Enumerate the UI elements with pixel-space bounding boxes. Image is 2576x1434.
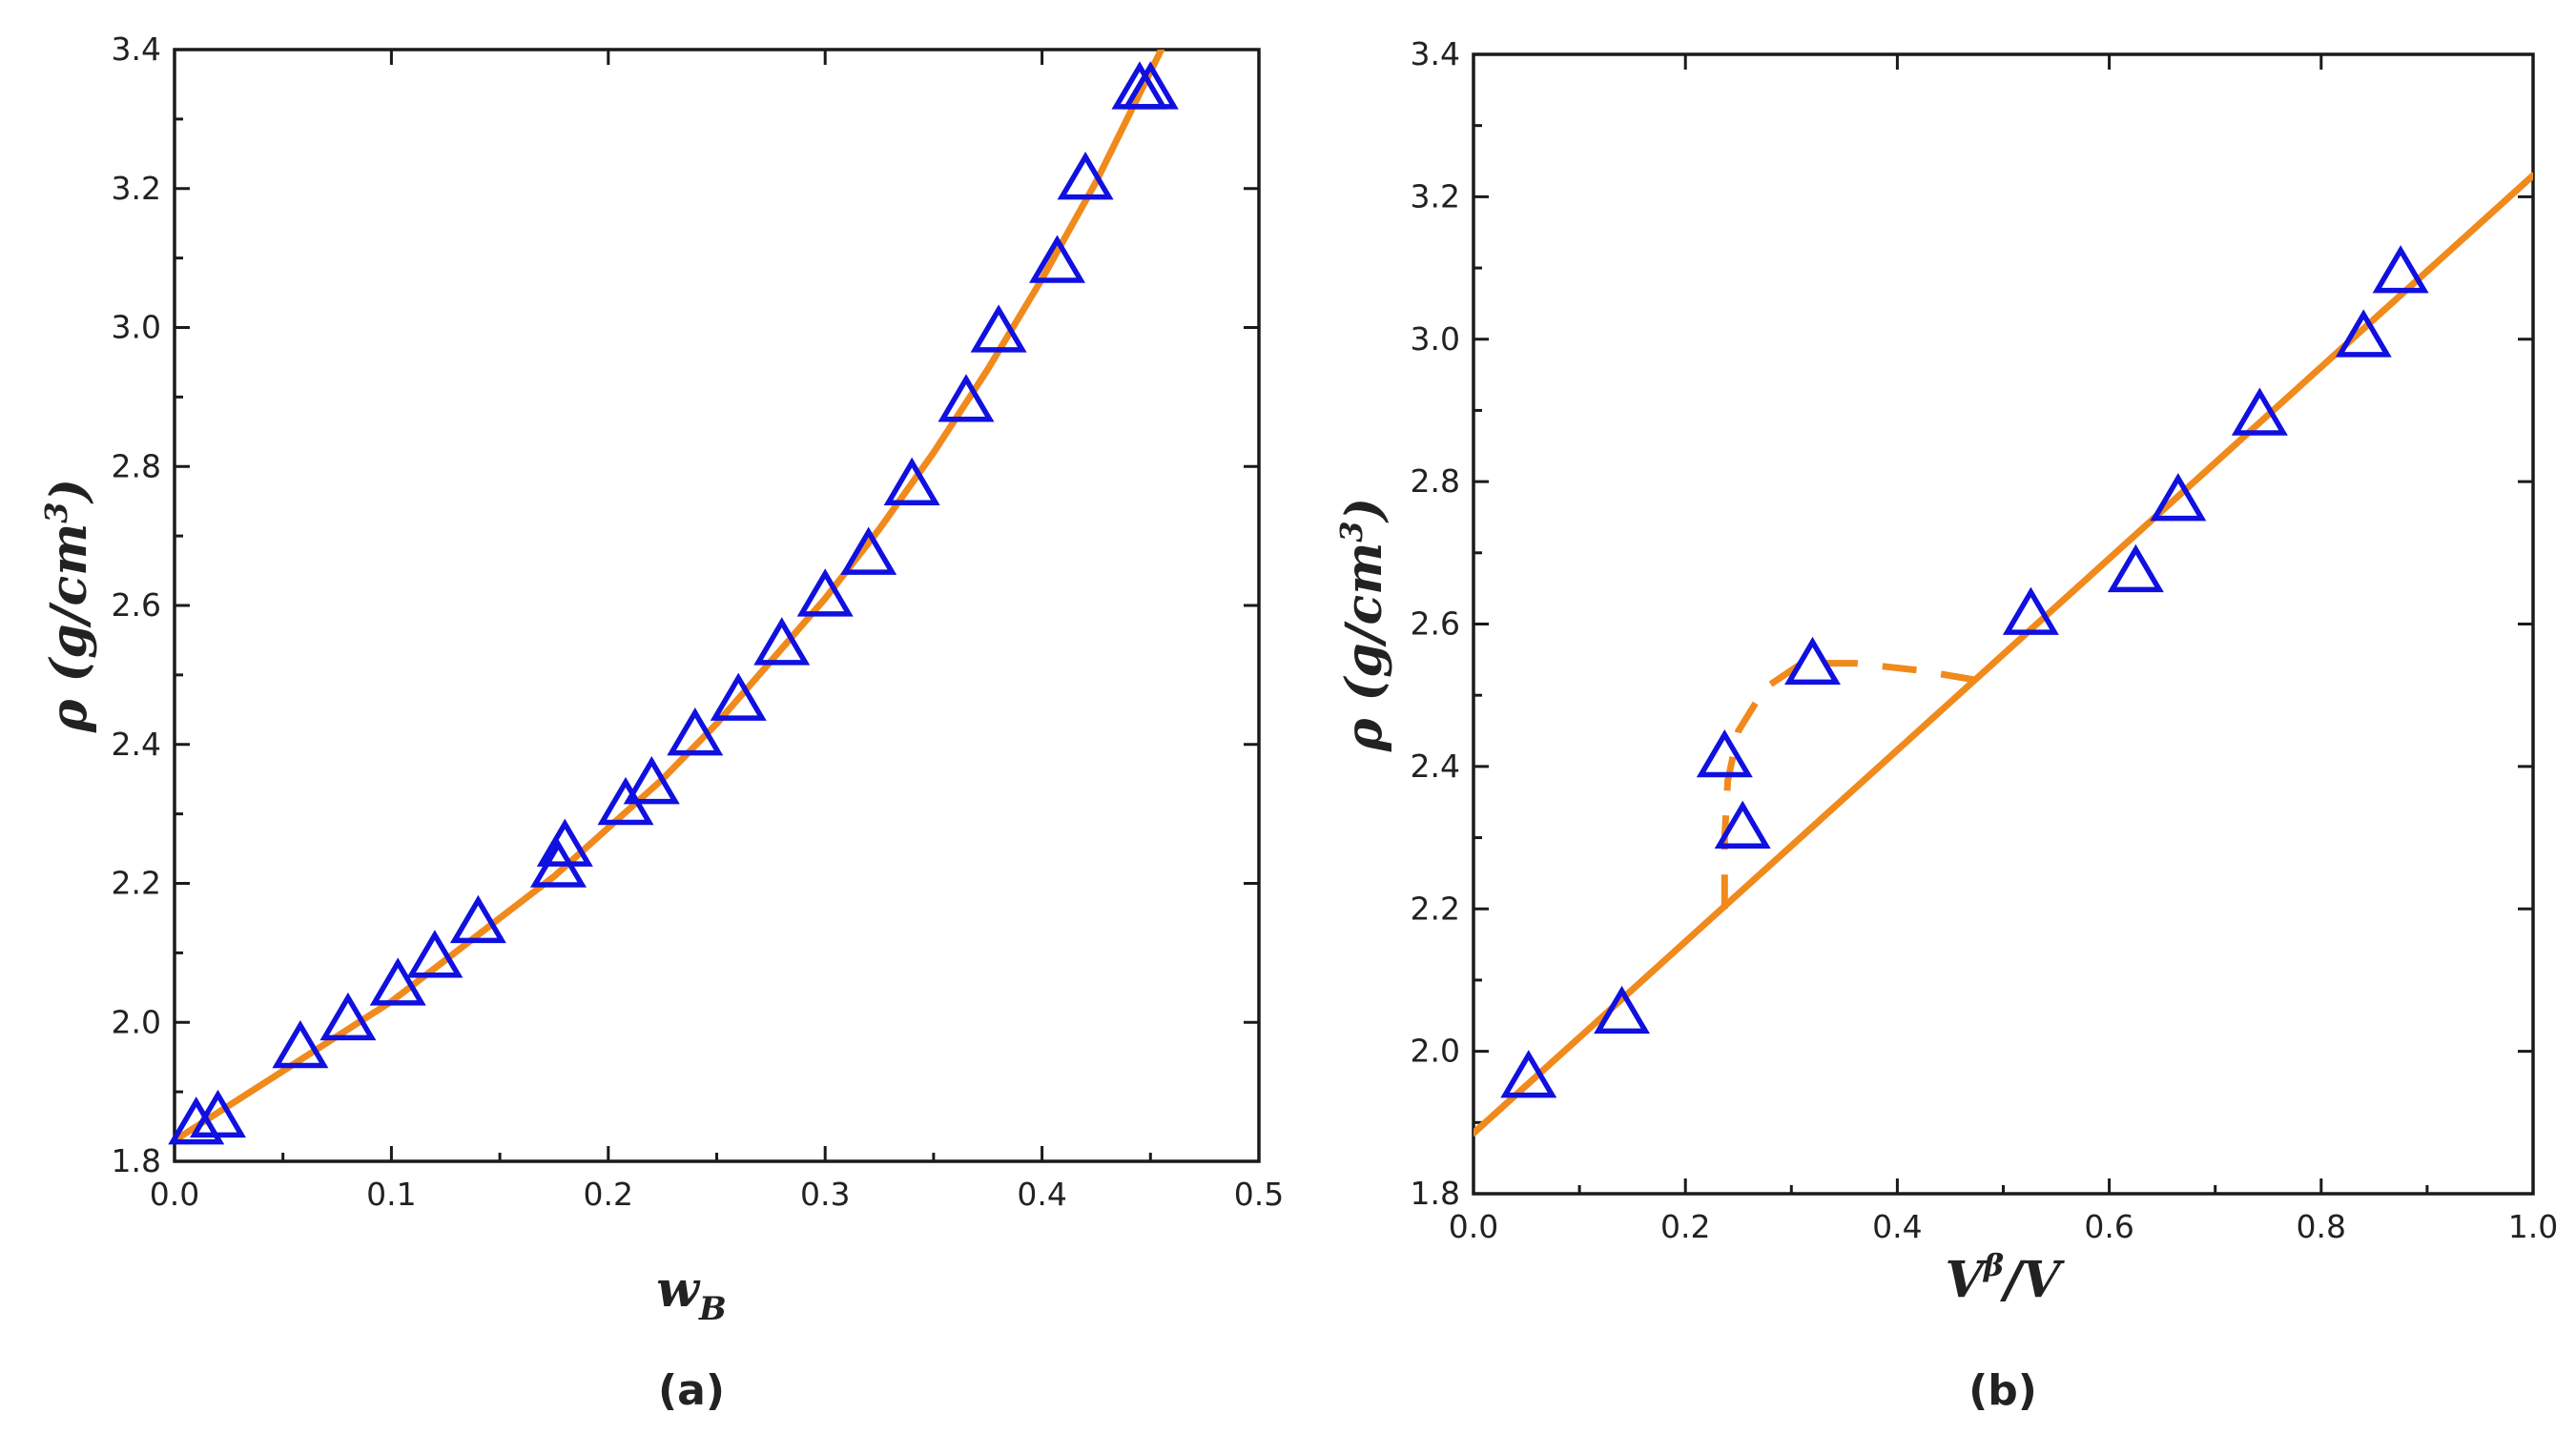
- panel-b: 0.0 0.2 0.4 0.6 0.8 1.0 1.8 2.0 2.2 2.4 2.6 2.8 3.0 3…: [1333, 35, 2558, 1415]
- data-point: [1029, 235, 1086, 283]
- y-tick-label: 3.0: [112, 309, 161, 346]
- x-tick-label: 0.2: [1660, 1208, 1710, 1245]
- x-tick-label: 0.3: [800, 1176, 850, 1213]
- data-point: [1784, 636, 1842, 686]
- data-point: [938, 374, 995, 422]
- x-label-rest-b: /V: [1999, 1251, 2065, 1309]
- x-tick-label: 0.5: [1234, 1176, 1284, 1213]
- x-tick-label: 0.2: [584, 1176, 633, 1213]
- y-tick-label: 3.0: [1411, 320, 1460, 358]
- y-label-main-b: ρ (g/cm: [1335, 543, 1393, 752]
- data-point: [2372, 245, 2429, 294]
- plot-frame-b: [1472, 52, 2535, 1196]
- data-point: [2107, 543, 2164, 593]
- panel-label-b: (b): [1968, 1366, 2037, 1415]
- x-tick-label: 0.4: [1872, 1208, 1922, 1245]
- y-label-main-a: ρ (g/cm: [40, 523, 98, 733]
- data-point: [369, 957, 426, 1006]
- fit-lines-b: [1473, 172, 2533, 1137]
- fit-line: [175, 50, 1165, 1144]
- y-tick-label: 2.8: [112, 447, 161, 484]
- y-tick-label: 2.0: [1411, 1033, 1460, 1070]
- y-tick-label: 2.8: [1411, 462, 1460, 500]
- y-tick-label: 2.6: [1411, 605, 1460, 643]
- y-tick-label: 1.8: [1411, 1175, 1460, 1212]
- x-label-main-b: V: [1946, 1251, 1989, 1309]
- data-point: [1122, 61, 1179, 110]
- data-point: [667, 707, 724, 756]
- data-point: [1057, 152, 1114, 200]
- data-point: [840, 526, 897, 575]
- y-label-sup-b: 3: [1333, 522, 1370, 543]
- data-point: [2150, 473, 2207, 522]
- data-point: [449, 894, 506, 944]
- data-point: [168, 1096, 225, 1145]
- y-axis-label-a: ρ (g/cm3): [38, 479, 98, 733]
- panel-label-a: (a): [658, 1366, 725, 1415]
- y-tick-label: 3.4: [1411, 35, 1460, 72]
- x-axis-label-b: Vβ/V: [1946, 1247, 2066, 1309]
- y-tick-label: 3.4: [112, 31, 161, 68]
- data-point: [753, 617, 811, 666]
- ticks-b: 0.0 0.2 0.4 0.6 0.8 1.0 1.8 2.0 2.2 2.4 2.6 2.8 3.0 3…: [1411, 35, 2559, 1245]
- data-point: [2002, 586, 2059, 635]
- x-tick-label: 1.0: [2508, 1208, 2558, 1245]
- x-tick-label: 0.1: [366, 1176, 416, 1213]
- x-tick-label: 0.0: [1449, 1208, 1498, 1245]
- y-tick-label: 2.2: [1411, 890, 1460, 927]
- y-tick-label: 2.4: [112, 726, 161, 763]
- fit-line: [1473, 172, 2533, 1137]
- data-point: [1696, 728, 1753, 778]
- y-label-close-b: ): [1335, 498, 1393, 523]
- x-tick-label: 0.6: [2084, 1208, 2133, 1245]
- data-point: [710, 672, 767, 721]
- y-tick-label: 2.6: [112, 586, 161, 624]
- plot-frame-a: [173, 48, 1261, 1163]
- data-point: [623, 756, 680, 805]
- data-point: [1594, 985, 1651, 1035]
- x-axis-label-a: wB: [656, 1260, 727, 1328]
- data-points-b: [1500, 245, 2429, 1098]
- dashed-curve: [1721, 660, 1983, 910]
- data-point: [536, 818, 593, 867]
- y-axis-label-b: ρ (g/cm3): [1333, 498, 1393, 752]
- data-point: [2231, 387, 2288, 436]
- fit-curve-a: [175, 50, 1165, 1144]
- y-label-sup-a: 3: [38, 502, 74, 523]
- data-point: [406, 930, 464, 978]
- y-tick-label: 1.8: [112, 1142, 161, 1179]
- panel-a: 0.0 0.1 0.2 0.3 0.4 0.5 1.8 2.0 2.2 2.4 2.6 2.8 3.0 3…: [38, 31, 1284, 1415]
- ticks-a: 0.0 0.1 0.2 0.3 0.4 0.5 1.8 2.0 2.2 2.4 2.6 2.8 3.0 3…: [112, 31, 1285, 1213]
- data-point: [883, 457, 940, 505]
- y-tick-label: 2.0: [112, 1003, 161, 1040]
- data-points-a: [168, 61, 1179, 1145]
- x-label-sup-b: β: [1983, 1247, 2004, 1283]
- data-point: [272, 1019, 329, 1069]
- x-label-sub-a: B: [698, 1290, 727, 1328]
- data-point: [189, 1089, 246, 1138]
- x-tick-label: 0.8: [2297, 1208, 2346, 1245]
- data-point: [2335, 309, 2392, 358]
- data-point: [970, 304, 1027, 353]
- data-point: [1714, 800, 1771, 849]
- data-point: [1500, 1050, 1557, 1098]
- x-label-main-a: w: [656, 1260, 701, 1319]
- x-tick-label: 0.4: [1017, 1176, 1066, 1213]
- y-tick-label: 3.2: [1411, 177, 1460, 215]
- data-point: [319, 992, 377, 1041]
- x-tick-label: 0.0: [150, 1176, 199, 1213]
- y-tick-label: 2.4: [1411, 748, 1460, 785]
- y-label-close-a: ): [40, 479, 98, 504]
- data-point: [796, 568, 854, 617]
- y-tick-label: 3.2: [112, 170, 161, 207]
- y-tick-label: 2.2: [112, 865, 161, 902]
